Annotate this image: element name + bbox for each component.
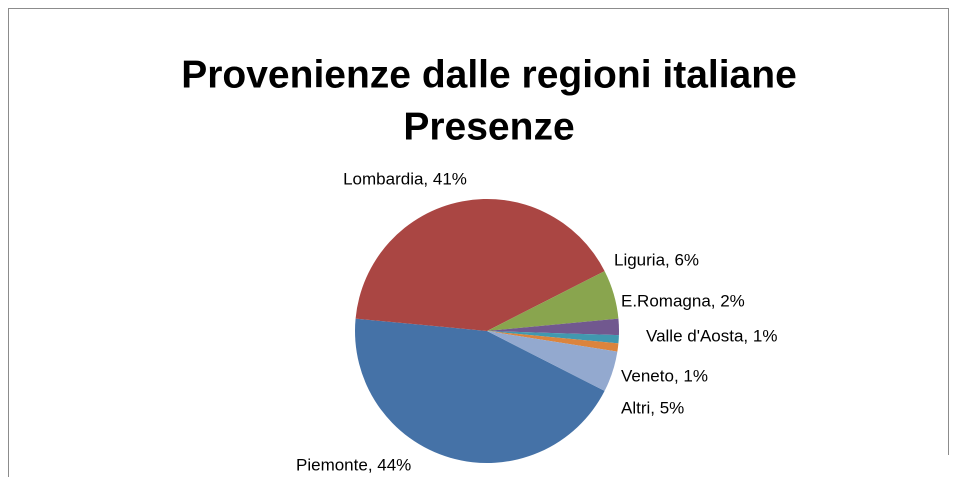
data-label: Lombardia, 41% bbox=[343, 169, 467, 188]
pie-slice bbox=[354, 318, 605, 464]
pie-slice bbox=[487, 318, 619, 336]
data-label: Altri, 5% bbox=[621, 398, 684, 417]
chart-border bbox=[8, 8, 949, 477]
data-label: Piemonte, 44% bbox=[296, 455, 411, 474]
data-label: Liguria, 6% bbox=[614, 250, 699, 269]
data-label: Veneto, 1% bbox=[621, 366, 708, 385]
pie-slice bbox=[355, 198, 605, 331]
pie-slice bbox=[487, 331, 618, 391]
chart-title: Presenze bbox=[403, 105, 574, 148]
pie-slice bbox=[487, 271, 619, 331]
pie-slice bbox=[487, 331, 619, 344]
pie-slice bbox=[487, 331, 619, 352]
chart-title: Provenienze dalle regioni italiane bbox=[181, 53, 797, 96]
data-label: Valle d'Aosta, 1% bbox=[646, 326, 777, 345]
data-label: E.Romagna, 2% bbox=[621, 291, 745, 310]
